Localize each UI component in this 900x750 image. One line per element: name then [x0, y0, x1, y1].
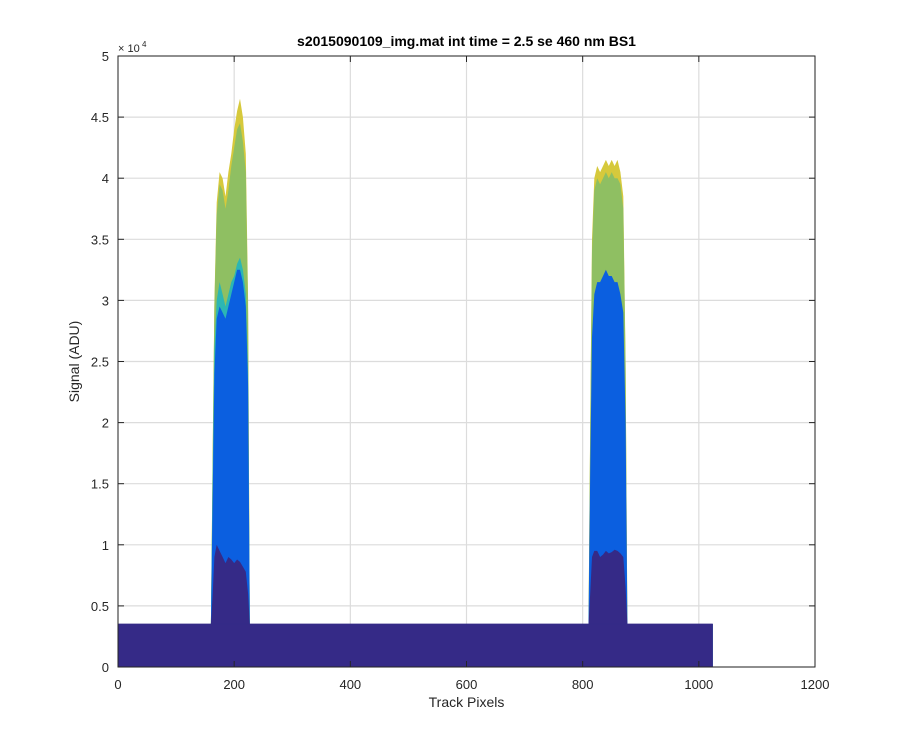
- x-tick-label: 800: [572, 677, 594, 692]
- y-tick-label: 3: [102, 293, 109, 308]
- series-area: [118, 549, 713, 667]
- y-tick-label: 5: [102, 49, 109, 64]
- axes: [117, 55, 816, 668]
- series-layer: [118, 98, 713, 668]
- x-tick-label: 200: [223, 677, 245, 692]
- y-exponent-power: 4: [142, 40, 147, 49]
- y-exponent-label: × 10: [118, 43, 140, 55]
- y-tick-label: 2.5: [91, 355, 109, 370]
- y-tick-label: 0.5: [91, 599, 109, 614]
- x-tick-label: 600: [456, 677, 478, 692]
- x-tick-label: 1200: [801, 677, 830, 692]
- x-tick-label: 400: [339, 677, 361, 692]
- y-axis-label: Signal (ADU): [66, 321, 82, 403]
- y-tick-label: 0: [102, 660, 109, 675]
- y-tick-label: 1.5: [91, 477, 109, 492]
- y-tick-label: 1: [102, 538, 109, 553]
- tick-labels: 0 200 400 600 800 1000 1200 0 0.5 1 1.5 2 2.5 3 3.5 4 4.…: [91, 49, 830, 692]
- y-tick-label: 4: [102, 171, 109, 186]
- y-tick-label: 4.5: [91, 110, 109, 125]
- chart-title: s2015090109_img.mat int time = 2.5 se 46…: [297, 33, 636, 49]
- x-tick-label: 1000: [684, 677, 713, 692]
- x-tick-label: 0: [114, 677, 121, 692]
- y-tick-label: 2: [102, 416, 109, 431]
- y-tick-label: 3.5: [91, 232, 109, 247]
- x-axis-label: Track Pixels: [429, 694, 505, 710]
